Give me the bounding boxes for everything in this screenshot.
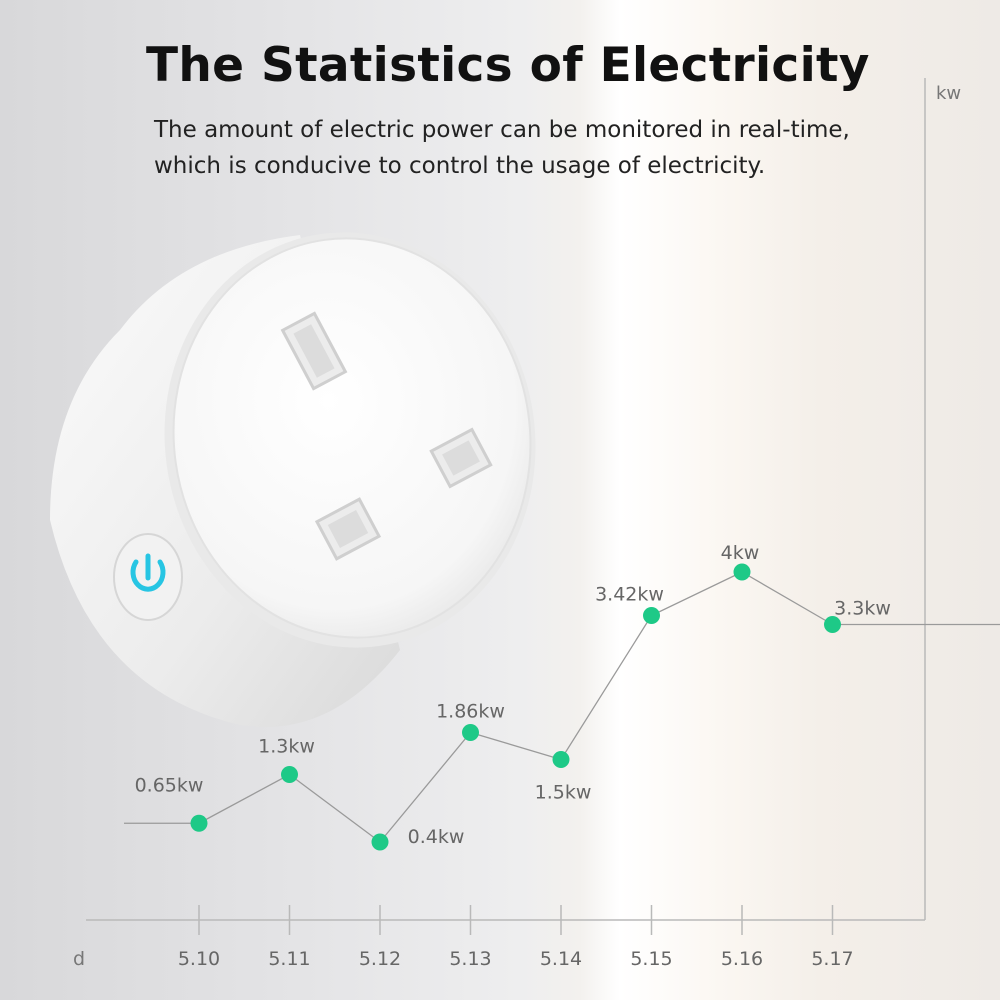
data-label: 3.3kw [834, 598, 891, 620]
data-label: 1.5kw [535, 782, 592, 804]
data-point [824, 616, 841, 633]
data-point [281, 766, 298, 783]
x-tick-label: 5.14 [540, 948, 582, 970]
subtitle-line-1: The amount of electric power can be moni… [154, 117, 850, 143]
subtitle-line-2: which is conducive to control the usage … [154, 153, 766, 179]
data-label: 1.3kw [258, 736, 315, 758]
x-tick-label: 5.12 [359, 948, 401, 970]
x-tick-label: 5.15 [630, 948, 672, 970]
x-tick-label: 5.17 [811, 948, 853, 970]
power-icon [130, 553, 166, 592]
power-button [113, 533, 183, 621]
x-tick-label: 5.13 [449, 948, 491, 970]
data-label: 0.4kw [408, 826, 465, 848]
x-tick-label: 5.11 [268, 948, 310, 970]
data-point [733, 563, 751, 581]
socket-slot-left [314, 497, 382, 561]
data-label: 4kw [721, 542, 760, 564]
series-line [198, 571, 833, 843]
data-point [643, 607, 660, 624]
x-axis-label: d [73, 948, 85, 970]
socket-slot-right [429, 427, 493, 489]
data-point [190, 814, 208, 832]
y-axis-label: kw [936, 83, 961, 104]
data-point [371, 833, 389, 851]
x-tick-label: 5.10 [178, 948, 220, 970]
data-point [552, 751, 570, 768]
data-point [462, 724, 479, 741]
page-title: The Statistics of Electricity [146, 38, 870, 93]
page-subtitle: The amount of electric power can be moni… [154, 112, 914, 184]
x-tick-label: 5.16 [721, 948, 763, 970]
data-label: 0.65kw [135, 774, 204, 796]
data-label: 3.42kw [595, 584, 664, 606]
socket-slot-top [280, 311, 348, 391]
data-label: 1.86kw [436, 701, 505, 723]
